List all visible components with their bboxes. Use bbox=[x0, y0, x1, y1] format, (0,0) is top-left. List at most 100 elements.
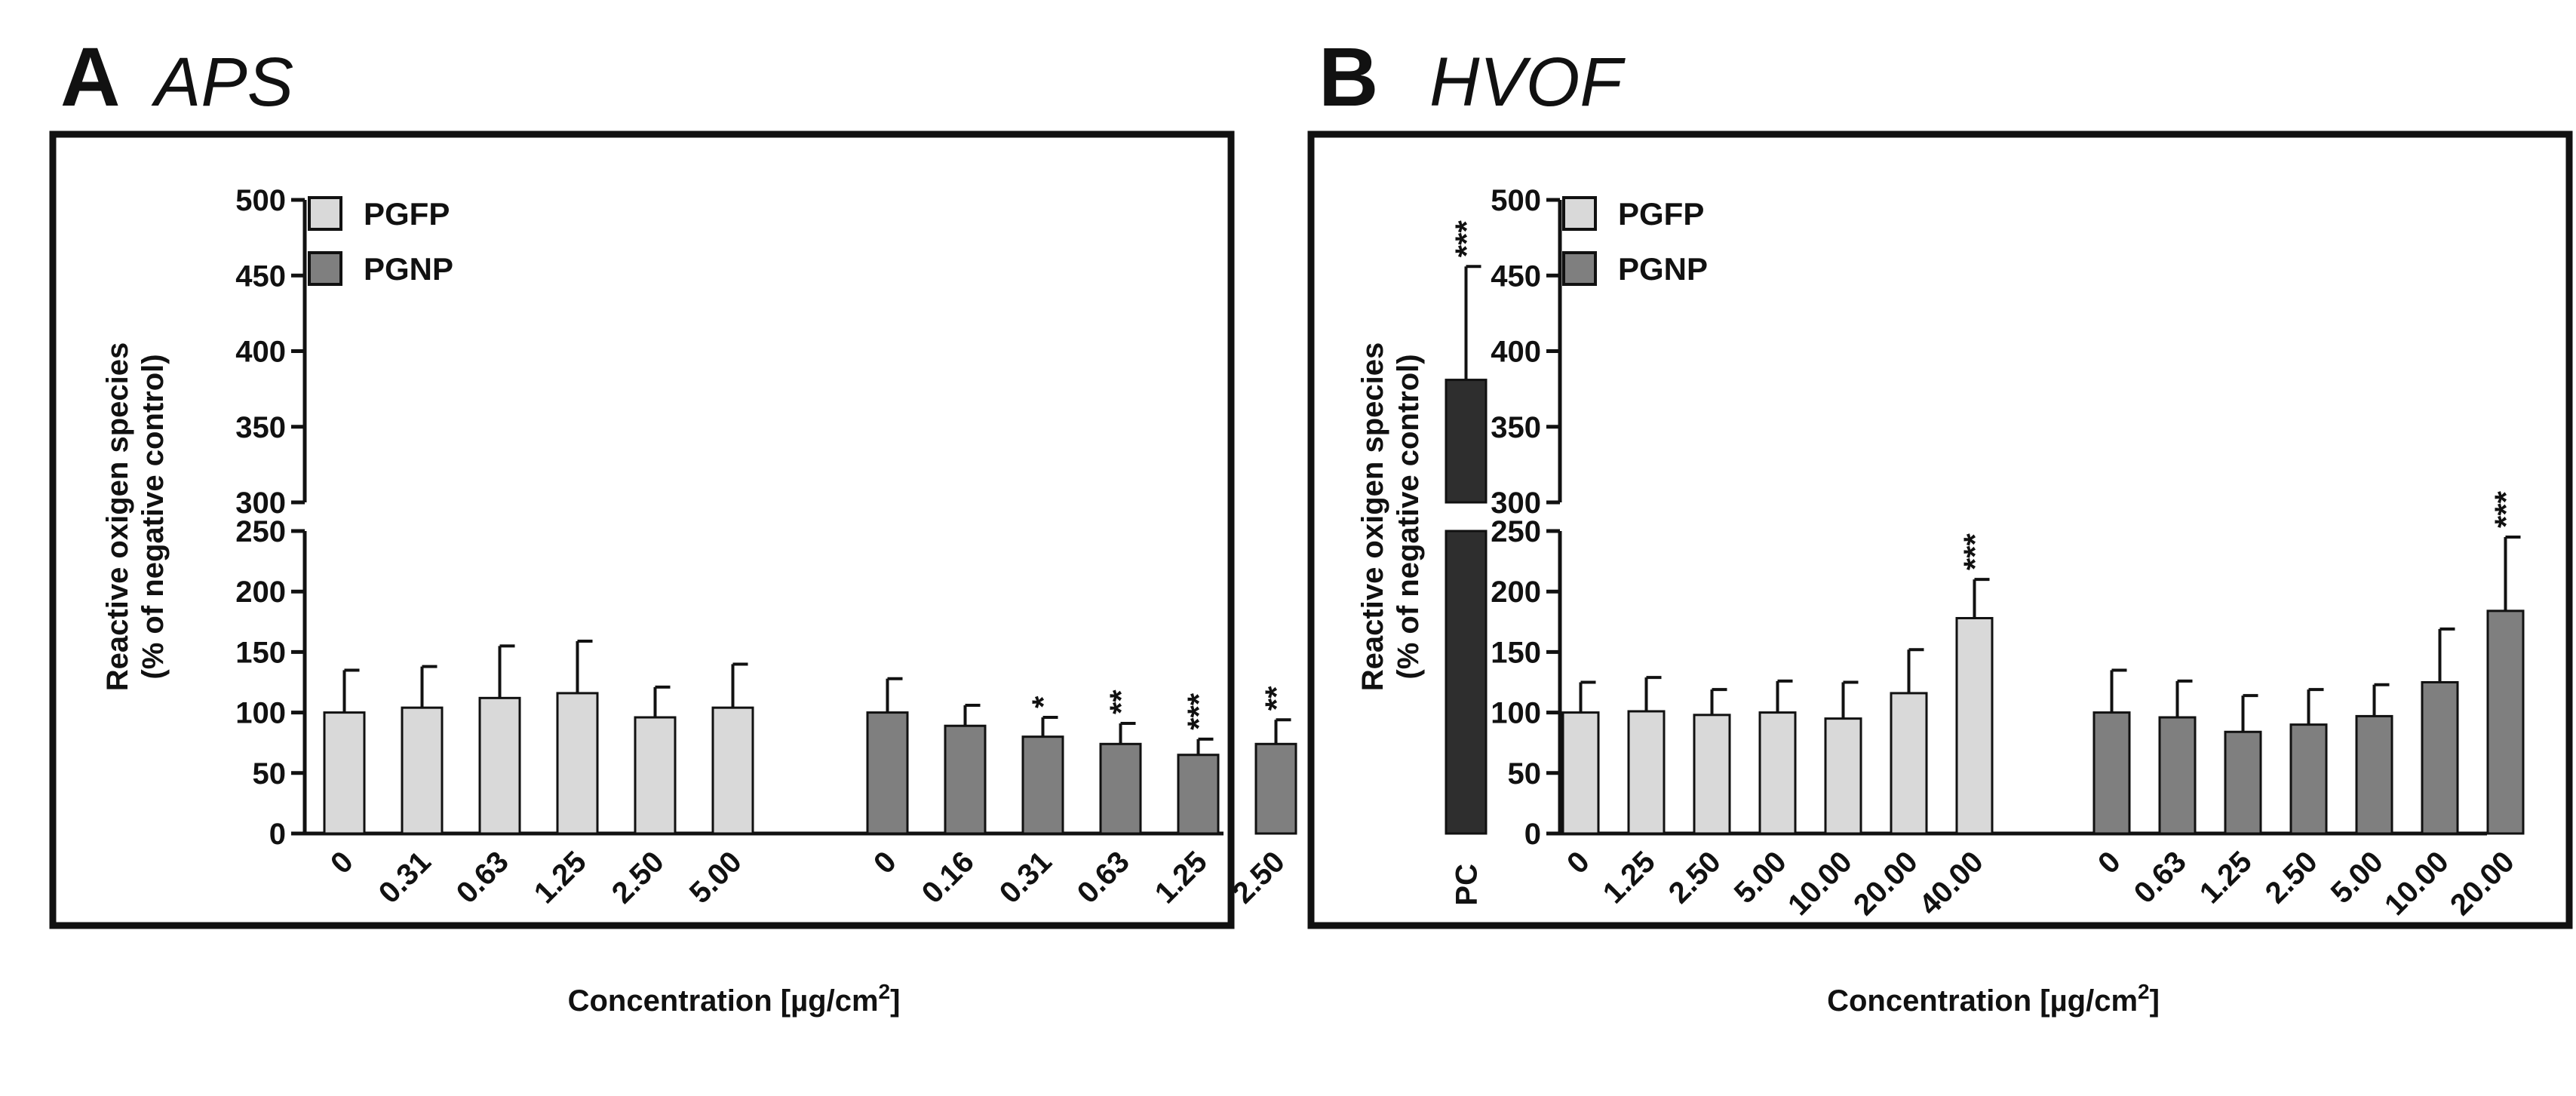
y-tick-label: 250 bbox=[235, 515, 286, 548]
bar bbox=[1758, 711, 1797, 835]
bar bbox=[556, 692, 599, 835]
bar-upper-segment bbox=[1445, 379, 1488, 504]
significance-marker: *** bbox=[1449, 220, 1485, 258]
y-tick-label: 100 bbox=[235, 697, 286, 730]
x-tick-label: 0.31 bbox=[373, 845, 438, 910]
legend-label: PGFP bbox=[1618, 196, 1704, 232]
bar bbox=[1254, 742, 1297, 835]
x-tick-label: 1.25 bbox=[528, 845, 593, 910]
x-tick-label: 0 bbox=[867, 845, 903, 880]
x-tick-label: 0.63 bbox=[2128, 845, 2193, 910]
bar bbox=[2289, 723, 2328, 835]
x-tick-label: 10.00 bbox=[1782, 845, 1859, 922]
x-tick-label: 0.63 bbox=[1071, 845, 1136, 910]
x-tick-label: 1.25 bbox=[1149, 845, 1214, 910]
x-axis-title-end: ] bbox=[2150, 984, 2160, 1018]
y-tick-label: 250 bbox=[1491, 515, 1541, 548]
y-axis-title-line2: (% of negative control) bbox=[1392, 354, 1425, 679]
y-tick-label: 300 bbox=[235, 487, 286, 520]
x-axis-title-superscript: 2 bbox=[2138, 980, 2150, 1003]
significance-marker: ** bbox=[1104, 689, 1139, 714]
x-tick-label: 40.00 bbox=[1913, 845, 1990, 922]
x-axis-title-main: Concentration [µg/cm bbox=[1827, 984, 2138, 1018]
bar bbox=[1627, 710, 1666, 835]
x-tick-label: 2.50 bbox=[606, 845, 671, 910]
y-axis-title-line1: Reactive oxigen species bbox=[1356, 342, 1389, 691]
x-tick-label: 2.50 bbox=[1663, 845, 1727, 910]
x-tick-label: 2.50 bbox=[1227, 845, 1291, 910]
bar bbox=[1824, 717, 1862, 835]
bar bbox=[2355, 714, 2393, 835]
significance-marker: ** bbox=[1259, 686, 1294, 711]
bar bbox=[401, 706, 444, 835]
bar-lower-segment bbox=[1445, 530, 1488, 835]
significance-marker: *** bbox=[1181, 692, 1217, 730]
bar bbox=[1955, 616, 1994, 835]
bar bbox=[866, 711, 909, 835]
panel-hvof: B HVOF050100150200250300350400450500React… bbox=[1307, 31, 2573, 1018]
x-axis-title-end: ] bbox=[890, 984, 900, 1018]
y-tick-label: 50 bbox=[1508, 757, 1542, 791]
bar bbox=[1693, 714, 1731, 835]
y-tick-label: 350 bbox=[1491, 411, 1541, 444]
x-axis-title: Concentration [µg/cm2] bbox=[1827, 980, 2160, 1018]
panel-frame bbox=[49, 130, 1235, 929]
legend-label: PGNP bbox=[1618, 251, 1708, 287]
x-tick-label: 2.50 bbox=[2259, 845, 2324, 910]
legend-label: PGFP bbox=[364, 196, 450, 232]
panel-letter: A bbox=[60, 31, 120, 124]
bar bbox=[1890, 692, 1928, 835]
bar bbox=[2224, 730, 2262, 835]
y-tick-label: 0 bbox=[1524, 818, 1541, 851]
y-tick-label: 400 bbox=[1491, 336, 1541, 369]
bar bbox=[2486, 609, 2525, 835]
x-axis-title-superscript: 2 bbox=[879, 980, 891, 1003]
y-tick-label: 350 bbox=[235, 411, 286, 444]
panel-letter: B bbox=[1319, 31, 1378, 124]
bar bbox=[1561, 711, 1600, 835]
legend-swatch bbox=[308, 196, 342, 231]
panel-frame bbox=[1307, 130, 2573, 929]
x-tick-label: 5.00 bbox=[683, 845, 748, 910]
x-tick-label: 0 bbox=[1561, 845, 1596, 880]
x-tick-label: 0 bbox=[2092, 845, 2127, 880]
y-tick-label: 0 bbox=[269, 818, 286, 851]
y-tick-label: 50 bbox=[253, 757, 287, 791]
legend-swatch bbox=[1562, 196, 1597, 231]
x-tick-label: 20.00 bbox=[2444, 845, 2521, 922]
y-tick-label: 300 bbox=[1491, 487, 1541, 520]
y-tick-label: 500 bbox=[235, 184, 286, 217]
bar bbox=[1177, 754, 1220, 835]
bar bbox=[478, 696, 521, 835]
x-tick-label: 0.31 bbox=[993, 845, 1058, 910]
bar bbox=[1021, 735, 1064, 835]
x-tick-label: 1.25 bbox=[1597, 845, 1662, 910]
bar bbox=[711, 706, 754, 835]
bar bbox=[2092, 711, 2131, 835]
panel-title: APS bbox=[151, 44, 293, 121]
y-tick-label: 150 bbox=[235, 636, 286, 669]
x-tick-label: 0.63 bbox=[450, 845, 515, 910]
legend-label: PGNP bbox=[364, 251, 453, 287]
legend-swatch bbox=[1562, 251, 1597, 286]
bar bbox=[323, 711, 366, 835]
y-axis-title-line1: Reactive oxigen species bbox=[101, 342, 134, 691]
x-tick-label: 0 bbox=[324, 845, 360, 880]
y-tick-label: 400 bbox=[235, 336, 286, 369]
panel-title: HVOF bbox=[1429, 44, 1626, 121]
y-tick-label: 100 bbox=[1491, 697, 1541, 730]
x-tick-label: 1.25 bbox=[2194, 845, 2258, 910]
x-tick-label: 0.16 bbox=[916, 845, 981, 910]
x-axis-title: Concentration [µg/cm2] bbox=[568, 980, 901, 1018]
significance-marker: * bbox=[1026, 695, 1061, 708]
y-tick-label: 450 bbox=[235, 259, 286, 293]
y-tick-label: 150 bbox=[1491, 636, 1541, 669]
bar bbox=[634, 716, 677, 835]
x-tick-label: PC bbox=[1451, 864, 1484, 906]
significance-marker: *** bbox=[1957, 533, 1993, 570]
y-axis-title-line2: (% of negative control) bbox=[137, 354, 170, 679]
x-tick-label: 10.00 bbox=[2378, 845, 2455, 922]
bar bbox=[2421, 681, 2459, 835]
